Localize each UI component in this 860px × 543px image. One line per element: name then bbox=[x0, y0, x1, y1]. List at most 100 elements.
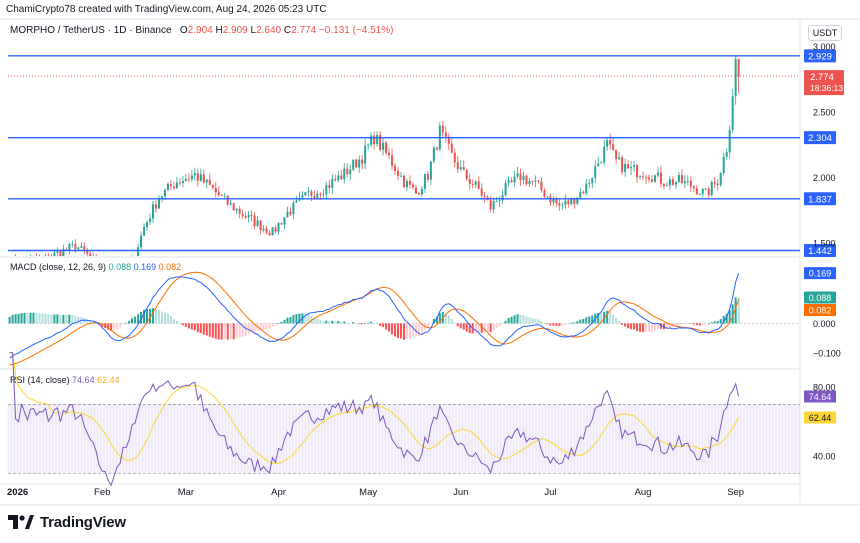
macd-histogram-bar bbox=[561, 323, 564, 326]
time-tick-label: May bbox=[359, 487, 377, 498]
candle-body bbox=[653, 175, 656, 182]
candle bbox=[588, 179, 591, 189]
candle bbox=[606, 137, 609, 151]
candle bbox=[331, 174, 334, 194]
candle-body bbox=[77, 247, 80, 250]
candle-body bbox=[501, 195, 504, 201]
macd-histogram-bar bbox=[154, 309, 158, 324]
macd-histogram-bar bbox=[169, 316, 172, 324]
rsi-title[interactable]: RSI (14, close) bbox=[10, 375, 70, 385]
macd-histogram-bar bbox=[11, 314, 14, 324]
macd-histogram-bar bbox=[128, 320, 131, 324]
macd-histogram-bar bbox=[116, 323, 119, 329]
currency-button[interactable]: USDT bbox=[808, 25, 842, 41]
candle-body bbox=[74, 243, 77, 250]
candle-body bbox=[280, 223, 283, 225]
candle bbox=[220, 193, 223, 197]
macd-histogram-bar bbox=[316, 318, 319, 324]
candle-body bbox=[453, 152, 456, 163]
candle-body bbox=[695, 188, 698, 195]
candle-body bbox=[618, 157, 621, 160]
candle bbox=[337, 170, 340, 183]
macd-histogram-bar bbox=[361, 323, 364, 325]
candle-body bbox=[220, 195, 223, 196]
candle bbox=[110, 284, 112, 294]
macd-histogram-bar bbox=[325, 320, 328, 324]
candle-body bbox=[707, 188, 710, 196]
candle-body bbox=[492, 201, 495, 210]
candle bbox=[262, 225, 265, 233]
macd-histogram-bar bbox=[621, 323, 624, 325]
candle-body bbox=[588, 183, 591, 185]
symbol-title[interactable]: MORPHO / TetherUS · 1D · Binance bbox=[10, 25, 172, 36]
macd-histogram-bar bbox=[486, 323, 489, 332]
macd-histogram-bar bbox=[160, 311, 163, 324]
macd-histogram-bar bbox=[483, 323, 486, 333]
time-tick-label: Aug bbox=[635, 487, 652, 498]
tradingview-logo[interactable]: TradingView bbox=[8, 513, 126, 531]
candle-body bbox=[175, 182, 178, 189]
price-level-tag-bg bbox=[804, 244, 836, 258]
macd-histogram-bar bbox=[208, 323, 211, 337]
candle bbox=[18, 262, 20, 266]
candle-body bbox=[414, 187, 417, 194]
candle-body bbox=[349, 169, 352, 175]
macd-histogram-bar bbox=[334, 321, 337, 324]
candle-body bbox=[423, 173, 426, 189]
macd-histogram-bar bbox=[606, 310, 609, 324]
candle bbox=[274, 225, 277, 234]
macd-histogram-bar bbox=[38, 313, 41, 324]
macd-histogram-bar bbox=[429, 323, 432, 325]
macd-histogram-bar bbox=[62, 314, 65, 324]
candle bbox=[199, 168, 202, 182]
macd-histogram-bar bbox=[414, 323, 417, 337]
macd-histogram-bar bbox=[456, 323, 459, 327]
candle bbox=[53, 249, 56, 256]
macd-histogram-bar bbox=[217, 323, 220, 340]
candle bbox=[555, 196, 558, 208]
candle-body bbox=[50, 257, 52, 260]
macd-histogram-bar bbox=[41, 313, 44, 324]
macd-histogram-bar bbox=[322, 320, 325, 324]
candle bbox=[683, 175, 686, 188]
macd-histogram-bar bbox=[193, 323, 196, 331]
candle bbox=[692, 184, 695, 193]
candle bbox=[647, 174, 651, 183]
candle-body bbox=[223, 195, 226, 197]
macd-histogram-bar bbox=[23, 312, 26, 324]
candle-body bbox=[376, 135, 379, 145]
candle-body bbox=[226, 195, 229, 205]
candle-body bbox=[710, 181, 713, 196]
candle bbox=[567, 198, 570, 208]
macd-histogram-bar bbox=[636, 323, 639, 332]
candle-body bbox=[567, 200, 570, 204]
macd-histogram-bar bbox=[259, 323, 262, 332]
macd-histogram-bar bbox=[677, 323, 680, 325]
candle bbox=[39, 254, 40, 256]
candle-body bbox=[307, 191, 310, 193]
candle-body bbox=[24, 259, 26, 260]
macd-histogram-bar bbox=[20, 313, 23, 324]
macd-legend: MACD (close, 12, 26, 9) 0.088 0.169 0.08… bbox=[10, 262, 181, 272]
candle bbox=[349, 164, 352, 180]
candle bbox=[636, 164, 639, 183]
candle-body bbox=[364, 145, 367, 164]
macd-histogram-bar bbox=[83, 318, 86, 324]
price-level-tag-text: 2.304 bbox=[808, 133, 832, 144]
macd-histogram-bar bbox=[525, 316, 528, 324]
macd-histogram-bar bbox=[232, 323, 235, 340]
macd-histogram-bar bbox=[435, 316, 438, 324]
candle-body bbox=[169, 183, 172, 187]
candle-body bbox=[265, 228, 268, 233]
candle-body bbox=[480, 188, 483, 196]
macd-histogram-bar bbox=[585, 317, 588, 324]
candle bbox=[528, 178, 531, 187]
macd-histogram-bar bbox=[59, 315, 62, 324]
macd-title[interactable]: MACD (close, 12, 26, 9) bbox=[10, 262, 107, 272]
macd-histogram-bar bbox=[289, 317, 292, 324]
rsi-tick-label: 40.00 bbox=[813, 452, 836, 462]
candle bbox=[277, 222, 280, 235]
macd-histogram-bar bbox=[385, 323, 388, 330]
macd-histogram-bar bbox=[74, 315, 77, 324]
